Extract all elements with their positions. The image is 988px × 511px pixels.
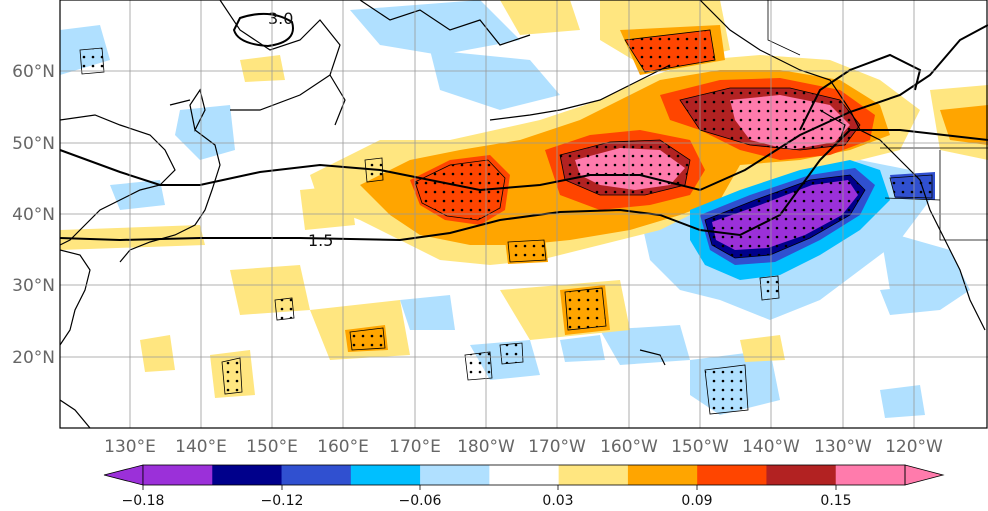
colorbar-tick-m012: −0.12: [261, 493, 304, 509]
longitude-labels: 130°E 140°E 150°E 160°E 170°E 180°W 170°…: [104, 437, 943, 457]
lon-label-160e: 160°E: [317, 437, 369, 457]
map-frame: [59, 0, 988, 429]
lat-label-60n: 60°N: [12, 62, 55, 82]
colorbar-extend-min: [103, 464, 144, 486]
colorbar-cell-3: [350, 465, 421, 485]
colorbar-cell-6: [558, 465, 629, 485]
lon-label-130e: 130°E: [104, 437, 156, 457]
colorbar-tick-009: 0.09: [681, 493, 712, 509]
colorbar-cell-1: [212, 465, 283, 485]
lon-label-170e: 170°E: [389, 437, 441, 457]
significance-stippling: [79, 29, 933, 415]
lat-label-40n: 40°N: [12, 205, 55, 225]
colorbar-tick-m006: −0.06: [399, 493, 442, 509]
colorbar-tick-m018: −0.18: [122, 493, 165, 509]
colorbar-cells: [143, 465, 906, 485]
lon-label-150w: 150°W: [671, 437, 729, 457]
map-panel: 3.0 1.5: [59, 0, 988, 429]
lon-label-180w: 180°W: [457, 437, 515, 457]
colorbar-cell-2: [281, 465, 352, 485]
lat-label-20n: 20°N: [12, 348, 55, 368]
climatology-contours: [60, 12, 988, 242]
colorbar-ticks: [142, 485, 837, 490]
lon-label-160w: 160°W: [600, 437, 658, 457]
colorbar-cell-4: [420, 465, 490, 485]
colorbar-cell-0: [143, 465, 213, 485]
lat-label-50n: 50°N: [12, 134, 55, 154]
lat-label-30n: 30°N: [12, 276, 55, 296]
contour-label-3-0: 3.0: [268, 9, 293, 28]
colorbar-cell-9: [766, 465, 837, 485]
lon-label-150e: 150°E: [246, 437, 298, 457]
colorbar-cell-8: [697, 465, 767, 485]
colorbar-tick-003: 0.03: [542, 493, 573, 509]
colorbar-cell-10: [835, 465, 906, 485]
lon-label-140e: 140°E: [175, 437, 227, 457]
colorbar-cell-5: [489, 465, 560, 485]
colorbar-cell-7: [627, 465, 698, 485]
coastlines: [60, 0, 986, 428]
gridlines: [60, 0, 988, 428]
lon-label-170w: 170°W: [528, 437, 586, 457]
lon-label-130w: 130°W: [814, 437, 872, 457]
colorbar-tick-015: 0.15: [820, 493, 851, 509]
lon-label-140w: 140°W: [742, 437, 800, 457]
latitude-labels: 60°N 50°N 40°N 30°N 20°N: [12, 62, 55, 368]
colorbar-extend-max: [904, 464, 945, 486]
contour-label-1-5: 1.5: [308, 231, 333, 250]
lon-label-120w: 120°W: [885, 437, 943, 457]
colorbar: −0.18 −0.12 −0.06 0.03 0.09 0.15: [103, 464, 945, 509]
political-borders: [767, 0, 988, 241]
